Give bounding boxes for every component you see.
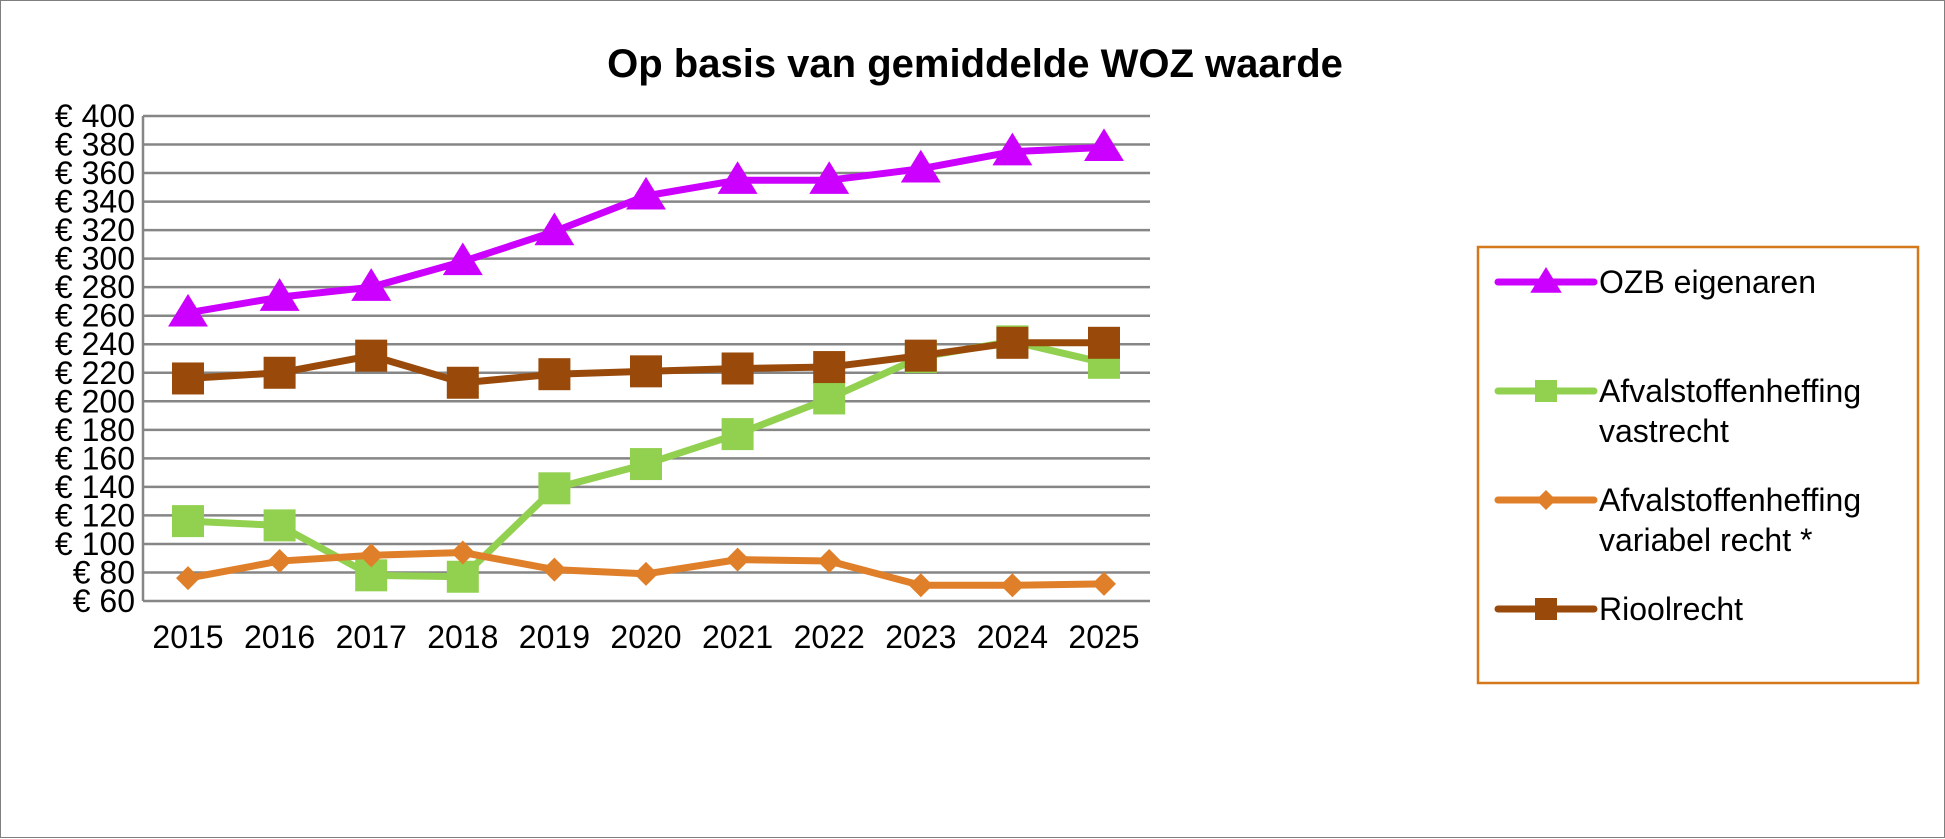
legend-entry: Afvalstoffenheffing vastrecht	[1494, 373, 1861, 449]
y-tick-label: € 240	[55, 326, 135, 362]
data-point	[450, 540, 475, 565]
y-tick-label: € 200	[55, 383, 135, 419]
y-tick-label: € 220	[55, 355, 135, 391]
data-point	[721, 352, 754, 385]
data-point	[992, 132, 1033, 166]
data-point	[446, 560, 479, 593]
data-point	[1530, 267, 1562, 293]
y-tick-label: € 160	[55, 440, 135, 476]
data-point	[1000, 573, 1025, 598]
y-tick-label: € 120	[55, 497, 135, 533]
x-tick-label: 2016	[244, 619, 315, 655]
data-point	[1092, 571, 1116, 596]
legend-entry: Rioolrecht	[1494, 591, 1743, 627]
data-point	[542, 557, 567, 582]
data-point	[446, 366, 479, 399]
data-point	[634, 561, 658, 586]
x-tick-label: 2024	[977, 619, 1048, 655]
gridlines	[143, 114, 1150, 603]
y-tick-label: € 140	[55, 469, 135, 505]
y-axis: € 60€ 80€ 100€ 120€ 140€ 160€ 180€ 200€ …	[55, 98, 145, 619]
x-tick-label: 2018	[427, 619, 498, 655]
series-1	[168, 128, 1124, 327]
legend-label: Rioolrecht	[1599, 591, 1743, 627]
x-tick-label: 2021	[702, 619, 773, 655]
data-point	[813, 382, 846, 415]
y-tick-label: € 60	[73, 583, 135, 619]
legend-label: Afvalstoffenheffing variabel recht *	[1599, 482, 1861, 558]
x-tick-label: 2022	[794, 619, 865, 655]
series-4	[172, 326, 1120, 399]
y-tick-label: € 320	[55, 212, 135, 248]
data-point	[908, 573, 933, 598]
y-tick-label: € 260	[55, 298, 135, 334]
data-point	[263, 356, 296, 389]
legend-entry: Afvalstoffenheffing variabel recht *	[1494, 482, 1861, 558]
data-point	[168, 293, 208, 327]
data-point	[176, 566, 200, 591]
x-tick-label: 2017	[336, 619, 407, 655]
data-point	[626, 176, 666, 210]
data-point	[442, 242, 483, 276]
x-tick-label: 2019	[519, 619, 590, 655]
data-point	[630, 448, 662, 481]
legend-entry: OZB eigenaren	[1494, 264, 1816, 300]
legend-label: OZB eigenaren	[1599, 264, 1816, 300]
data-point	[351, 268, 392, 301]
data-point	[1535, 598, 1557, 620]
data-point	[996, 326, 1029, 359]
data-point	[904, 339, 937, 372]
y-tick-label: € 340	[55, 184, 135, 220]
data-point	[534, 212, 575, 246]
x-tick-label: 2023	[885, 619, 956, 655]
data-point	[263, 509, 296, 542]
data-point	[172, 362, 204, 395]
data-point	[359, 543, 384, 568]
data-point	[630, 355, 662, 388]
series-lines	[168, 128, 1124, 598]
data-point	[717, 161, 758, 194]
data-point	[817, 549, 842, 574]
x-tick-label: 2025	[1068, 619, 1139, 655]
data-point	[355, 339, 388, 372]
y-tick-label: € 400	[55, 98, 135, 134]
legend: OZB eigenaren Afvalstoffenheffing vastrech…	[1476, 245, 1920, 685]
y-tick-label: € 80	[73, 554, 135, 590]
data-point	[1084, 128, 1124, 162]
data-point	[267, 549, 292, 574]
data-point	[725, 547, 750, 572]
y-tick-label: € 100	[55, 526, 135, 562]
data-point	[538, 472, 571, 505]
x-axis: 2015 2016 2017 2018 2019 2020 2021 2022 2023 2024…	[152, 619, 1139, 655]
x-tick-label: 2015	[152, 619, 223, 655]
data-point	[900, 149, 941, 183]
data-point	[809, 161, 850, 194]
data-point	[721, 418, 754, 451]
data-point	[1088, 326, 1120, 359]
legend-label: Afvalstoffenheffing vastrecht	[1599, 373, 1861, 449]
y-tick-label: € 380	[55, 127, 135, 163]
y-tick-label: € 280	[55, 269, 135, 305]
y-tick-label: € 180	[55, 412, 135, 448]
data-point	[1536, 490, 1556, 510]
data-point	[1535, 380, 1557, 402]
y-tick-label: € 360	[55, 155, 135, 191]
chart-title: Op basis van gemiddelde WOZ waarde	[607, 42, 1343, 86]
data-point	[813, 351, 846, 384]
data-point	[172, 505, 204, 538]
series-3	[176, 540, 1116, 598]
x-tick-label: 2020	[610, 619, 681, 655]
y-tick-label: € 300	[55, 241, 135, 277]
data-point	[538, 358, 571, 391]
data-point	[259, 278, 300, 311]
